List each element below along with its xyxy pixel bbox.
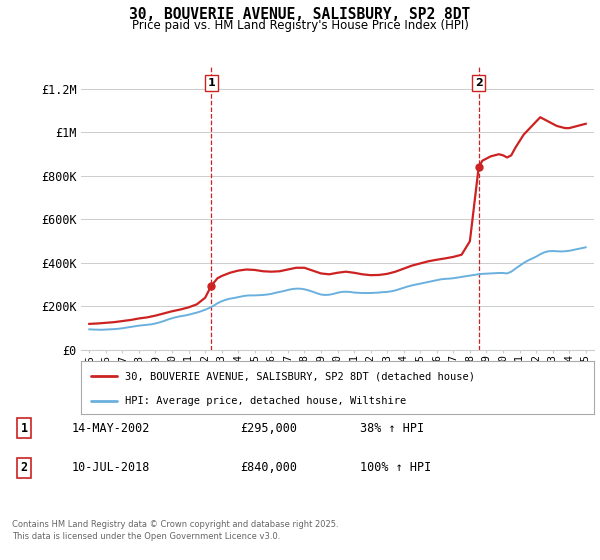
Text: 1: 1 xyxy=(20,422,28,435)
Text: 2: 2 xyxy=(475,78,482,88)
Text: £840,000: £840,000 xyxy=(240,461,297,474)
Text: 38% ↑ HPI: 38% ↑ HPI xyxy=(360,422,424,435)
Text: This data is licensed under the Open Government Licence v3.0.: This data is licensed under the Open Gov… xyxy=(12,532,280,541)
Text: Contains HM Land Registry data © Crown copyright and database right 2025.: Contains HM Land Registry data © Crown c… xyxy=(12,520,338,529)
Text: 30, BOUVERIE AVENUE, SALISBURY, SP2 8DT: 30, BOUVERIE AVENUE, SALISBURY, SP2 8DT xyxy=(130,7,470,22)
Text: 100% ↑ HPI: 100% ↑ HPI xyxy=(360,461,431,474)
Text: £295,000: £295,000 xyxy=(240,422,297,435)
Text: Price paid vs. HM Land Registry's House Price Index (HPI): Price paid vs. HM Land Registry's House … xyxy=(131,19,469,32)
Text: 1: 1 xyxy=(208,78,215,88)
Text: HPI: Average price, detached house, Wiltshire: HPI: Average price, detached house, Wilt… xyxy=(125,396,406,406)
Text: 30, BOUVERIE AVENUE, SALISBURY, SP2 8DT (detached house): 30, BOUVERIE AVENUE, SALISBURY, SP2 8DT … xyxy=(125,371,475,381)
Text: 14-MAY-2002: 14-MAY-2002 xyxy=(72,422,151,435)
Text: 2: 2 xyxy=(20,461,28,474)
Text: 10-JUL-2018: 10-JUL-2018 xyxy=(72,461,151,474)
